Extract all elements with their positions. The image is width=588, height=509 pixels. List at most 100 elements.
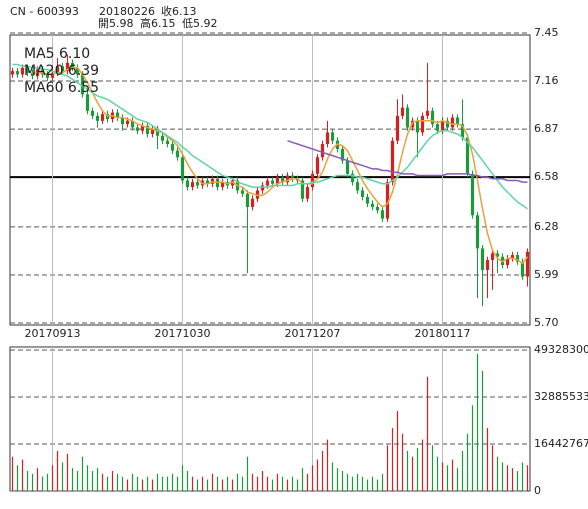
volume-bar	[161, 476, 164, 491]
legend-entry: MA5 6.10	[24, 46, 90, 62]
header-high: 高6.15	[140, 16, 176, 30]
volume-bar	[481, 370, 484, 491]
candle-body	[80, 74, 85, 95]
volume-bar	[126, 479, 129, 491]
volume-bar	[151, 479, 154, 491]
y-tick-label: 7.45	[534, 26, 559, 39]
volume-bar	[431, 445, 434, 491]
candle-body	[340, 149, 345, 161]
candle-body	[90, 110, 95, 116]
candle-body	[425, 110, 430, 116]
candle-body	[160, 135, 165, 141]
candle-body	[195, 182, 200, 186]
candle-body	[70, 62, 75, 68]
volume-bar	[311, 465, 314, 491]
volume-bar	[326, 439, 329, 491]
volume-bar	[256, 476, 259, 491]
volume-bar	[266, 476, 269, 491]
volume-bar	[356, 473, 359, 491]
volume-bar	[41, 476, 44, 491]
candle-body	[510, 255, 515, 259]
volume-bar	[346, 473, 349, 491]
candle-body	[10, 71, 15, 75]
header-code: CN - 600393	[10, 5, 79, 18]
volume-bar	[101, 473, 104, 491]
volume-bar	[386, 445, 389, 491]
volume-bar	[186, 470, 189, 491]
volume-bar	[156, 473, 159, 491]
y-tick-label: 5.70	[534, 316, 559, 329]
volume-bar	[496, 456, 499, 491]
candle-body	[315, 157, 320, 174]
candle-body	[485, 260, 490, 270]
candle-body	[370, 203, 375, 207]
volume-bar	[56, 450, 59, 491]
volume-bar	[181, 465, 184, 491]
volume-bar	[291, 476, 294, 491]
candle-body	[250, 198, 255, 207]
candle-body	[20, 67, 25, 75]
candle-body	[150, 129, 155, 135]
volume-bar	[376, 479, 379, 491]
volume-bar	[456, 468, 459, 491]
candle-body	[175, 150, 180, 158]
candle-body	[395, 115, 400, 141]
volume-bar	[271, 479, 274, 491]
volume-tick-label: 0	[534, 484, 541, 497]
volume-bar	[516, 470, 519, 491]
candle-body	[30, 72, 35, 77]
candle-body	[285, 175, 290, 183]
volume-bar	[251, 473, 254, 491]
volume-tick-label: 32885533	[534, 390, 588, 403]
candle-body	[115, 112, 120, 118]
candle-body	[350, 173, 355, 183]
y-tick-label: 6.28	[534, 220, 559, 233]
volume-bar	[381, 473, 384, 491]
candle-body	[310, 173, 315, 188]
volume-bar	[241, 476, 244, 491]
volume-bar	[281, 476, 284, 491]
volume-bar	[446, 465, 449, 491]
candle-body	[475, 215, 480, 249]
volume-bar	[501, 462, 504, 491]
volume-bar	[36, 468, 39, 491]
candle-body	[130, 120, 135, 128]
candle-body	[450, 117, 455, 128]
candle-body	[455, 117, 460, 125]
volume-bar	[321, 450, 324, 491]
ma-line	[287, 139, 528, 183]
volume-bar	[16, 465, 19, 491]
volume-bar	[406, 450, 409, 491]
volume-bar	[216, 476, 219, 491]
volume-bar	[86, 465, 89, 491]
volume-bar	[31, 473, 34, 491]
candle-body	[345, 160, 350, 174]
ma-line	[32, 67, 529, 265]
candle-body	[445, 120, 450, 128]
volume-bar	[71, 468, 74, 491]
volume-bar	[246, 456, 249, 491]
volume-bar	[226, 476, 229, 491]
candle-body	[180, 157, 185, 181]
volume-bar	[81, 456, 84, 491]
volume-bar	[61, 462, 64, 491]
volume-tick-label: 49328300	[534, 343, 588, 356]
candle-body	[265, 180, 270, 186]
x-tick-label: 20171030	[155, 327, 211, 340]
volume-bar	[486, 428, 489, 491]
candle-body	[215, 178, 220, 188]
volume-bar	[466, 433, 469, 491]
y-tick-label: 6.87	[534, 122, 559, 135]
volume-bar	[131, 473, 134, 491]
volume-bar	[401, 433, 404, 491]
volume-tick-label: 16442767	[534, 437, 588, 450]
header-close: 收6.13	[161, 4, 197, 18]
volume-bar	[436, 456, 439, 491]
candle-body	[65, 62, 70, 72]
volume-bar	[261, 470, 264, 491]
price-frame	[9, 34, 531, 326]
candle-body	[155, 129, 160, 136]
candle-body	[435, 124, 440, 131]
volume-bar	[91, 470, 94, 491]
volume-bar	[391, 428, 394, 491]
